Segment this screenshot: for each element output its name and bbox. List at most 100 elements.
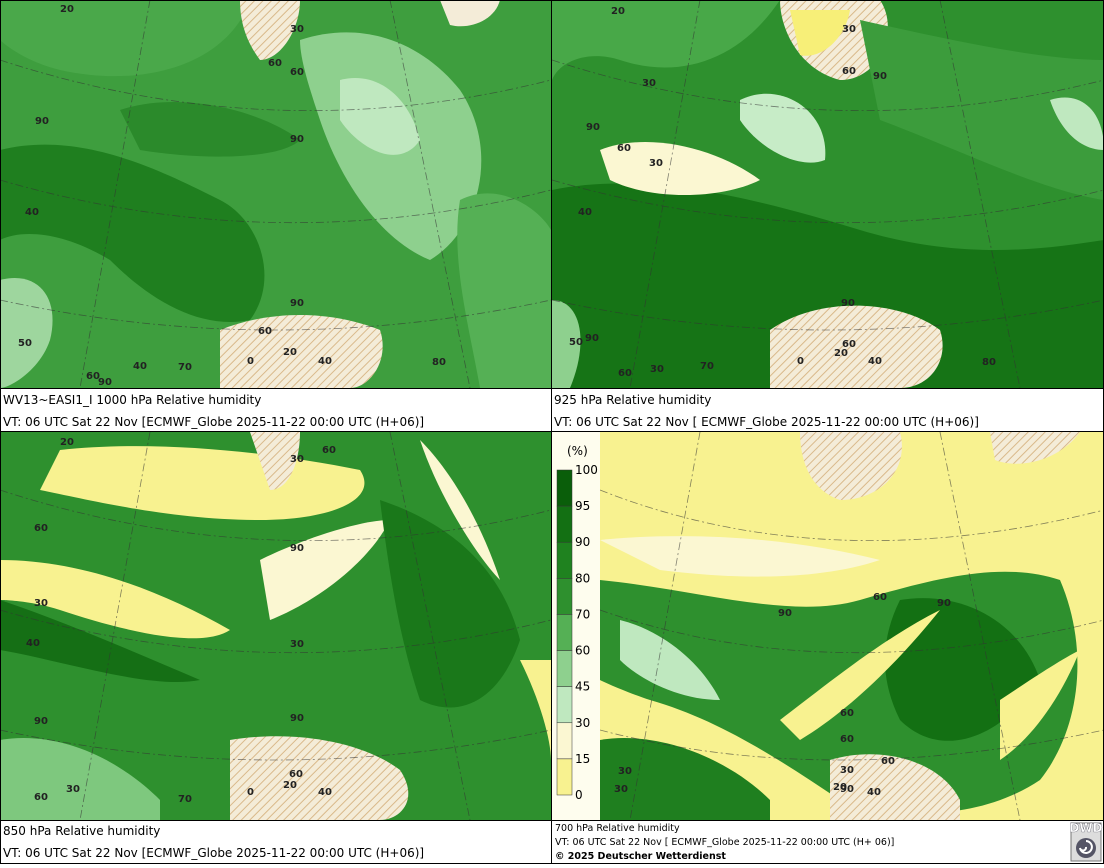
valid-time: VT: 06 UTC Sat 22 Nov [ ECMWF_Globe 2025… xyxy=(555,837,894,848)
panel-caption: WV13~EASI1_I 1000 hPa Relative humidity xyxy=(3,393,261,407)
contour-label: 40 xyxy=(26,638,40,649)
valid-time: VT: 06 UTC Sat 22 Nov [ECMWF_Globe 2025-… xyxy=(3,415,424,429)
map-700hpa xyxy=(552,432,1104,820)
contour-label: 60 xyxy=(617,143,631,154)
legend-swatch xyxy=(556,686,573,724)
contour-label: 90 xyxy=(873,71,887,82)
contour-labels: 30 60 90 60 90 60 30 90 60 30 20 40 xyxy=(614,592,951,798)
contour-label: 90 xyxy=(841,298,855,309)
contour-label: 90 xyxy=(840,784,854,795)
legend-level: 95 xyxy=(575,499,590,513)
legend-swatch xyxy=(556,505,573,543)
contour-label: 40 xyxy=(578,207,592,218)
contour-label: 20 xyxy=(60,437,74,448)
contour-label: 40 xyxy=(133,361,147,372)
contour-label: 30 xyxy=(290,454,304,465)
contour-label: 30 xyxy=(649,158,663,169)
legend-level: 15 xyxy=(575,752,590,766)
panel-caption: 700 hPa Relative humidity xyxy=(555,823,680,834)
contour-label: 40 xyxy=(318,787,332,798)
contour-label: 60 xyxy=(290,67,304,78)
contour-label: 40 xyxy=(868,356,882,367)
legend-swatch xyxy=(556,578,573,615)
contour-label: 0 xyxy=(797,356,804,367)
contour-label: 20 xyxy=(283,347,297,358)
dwd-logo: DWD xyxy=(1069,821,1103,862)
contour-label: 90 xyxy=(290,713,304,724)
legend-level: 0 xyxy=(575,788,583,802)
contour-label: 60 xyxy=(268,58,282,69)
contour-label: 60 xyxy=(842,66,856,77)
contour-label: 60 xyxy=(840,734,854,745)
contour-label: 60 xyxy=(873,592,887,603)
contour-label: 50 xyxy=(18,338,32,349)
legend-level: 30 xyxy=(575,716,590,730)
contour-label: 90 xyxy=(778,608,792,619)
legend-swatch xyxy=(556,469,573,507)
contour-label: 40 xyxy=(25,207,39,218)
contour-label: 60 xyxy=(322,445,336,456)
contour-label: 0 xyxy=(247,356,254,367)
map-850hpa xyxy=(0,432,551,820)
contour-label: 30 xyxy=(618,766,632,777)
contour-label: 30 xyxy=(642,78,656,89)
contour-label: 90 xyxy=(585,333,599,344)
map-1000hpa xyxy=(0,0,551,388)
contour-label: 60 xyxy=(34,523,48,534)
contour-label: 40 xyxy=(867,787,881,798)
contour-label: 0 xyxy=(247,787,254,798)
map-925hpa xyxy=(552,0,1104,388)
contour-label: 70 xyxy=(178,794,192,805)
panel-caption: 850 hPa Relative humidity xyxy=(3,824,160,838)
contour-label: 90 xyxy=(937,598,951,609)
legend-swatch xyxy=(556,758,573,796)
contour-label: 70 xyxy=(178,362,192,373)
contour-label: 60 xyxy=(840,708,854,719)
contour-label: 70 xyxy=(700,361,714,372)
legend-unit: (%) xyxy=(567,444,588,458)
legend-swatch xyxy=(556,722,573,760)
contour-label: 30 xyxy=(840,765,854,776)
legend: (%) 100 95 90 80 70 60 45 30 15 0 xyxy=(556,444,598,802)
contour-label: 30 xyxy=(290,639,304,650)
contour-label: 20 xyxy=(611,6,625,17)
panel-caption: 925 hPa Relative humidity xyxy=(554,393,711,407)
contour-label: 90 xyxy=(290,543,304,554)
contour-label: 30 xyxy=(614,784,628,795)
legend-level: 45 xyxy=(575,680,590,694)
contour-label: 30 xyxy=(66,784,80,795)
legend-swatch xyxy=(556,614,573,651)
contour-label: 60 xyxy=(289,769,303,780)
contour-label: 30 xyxy=(650,364,664,375)
contour-label: 60 xyxy=(842,339,856,350)
valid-time: VT: 06 UTC Sat 22 Nov [ ECMWF_Globe 2025… xyxy=(554,415,979,429)
valid-time: VT: 06 UTC Sat 22 Nov [ECMWF_Globe 2025-… xyxy=(3,846,424,860)
contour-label: 90 xyxy=(290,298,304,309)
contour-label: 60 xyxy=(258,326,272,337)
legend-level: 100 xyxy=(575,463,598,477)
contour-label: 40 xyxy=(318,356,332,367)
contour-label: 30 xyxy=(842,24,856,35)
contour-label: 60 xyxy=(86,371,100,382)
contour-labels: 20 30 60 60 90 30 40 30 90 90 60 60 30 70 0 20 40 xyxy=(26,437,336,805)
contour-label: 80 xyxy=(432,357,446,368)
contour-label: 60 xyxy=(34,792,48,803)
legend-swatch xyxy=(556,541,573,579)
contour-label: 60 xyxy=(618,368,632,379)
logo-text: DWD xyxy=(1069,821,1102,835)
contour-label: 90 xyxy=(290,134,304,145)
contour-label: 80 xyxy=(982,357,996,368)
legend-swatch xyxy=(556,650,573,687)
legend-level: 80 xyxy=(575,571,590,585)
contour-label: 90 xyxy=(34,716,48,727)
contour-label: 50 xyxy=(569,337,583,348)
contour-label: 90 xyxy=(35,116,49,127)
contour-label: 20 xyxy=(60,4,74,15)
contour-label: 90 xyxy=(98,377,112,388)
contour-label: 20 xyxy=(283,780,297,791)
copyright: © 2025 Deutscher Wetterdienst xyxy=(555,851,726,862)
contour-label: 20 xyxy=(834,348,848,359)
